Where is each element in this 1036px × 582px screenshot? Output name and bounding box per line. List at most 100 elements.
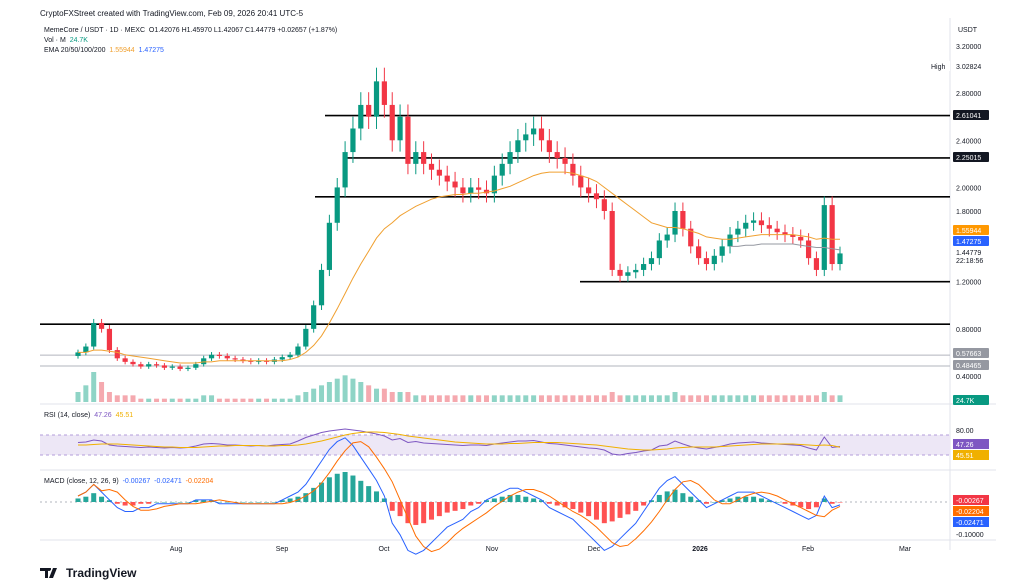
macd-histogram-bar bbox=[837, 502, 843, 503]
volume-bar bbox=[727, 395, 733, 402]
volume-bar bbox=[483, 395, 489, 402]
price-axis-tag bbox=[953, 360, 989, 370]
ema-long-line bbox=[730, 243, 841, 251]
y-tick-label: 1.80000 bbox=[956, 209, 981, 216]
volume-bar bbox=[460, 395, 466, 402]
macd-histogram-bar bbox=[483, 500, 489, 502]
macd-histogram-bar bbox=[672, 489, 678, 502]
y-tick-label: 1.20000 bbox=[956, 280, 981, 287]
macd-histogram-bar bbox=[727, 498, 733, 502]
volume-bar bbox=[648, 395, 654, 402]
rsi-tick-label: 80.00 bbox=[956, 428, 974, 435]
macd-histogram-bar bbox=[444, 502, 450, 513]
volume-bar bbox=[83, 385, 89, 402]
volume-bar bbox=[538, 395, 544, 402]
macd-histogram-bar bbox=[617, 502, 623, 518]
candle-body bbox=[821, 205, 827, 270]
price-axis-tag-value: 1.44779 bbox=[956, 250, 981, 257]
volume-bar bbox=[405, 392, 411, 402]
volume-bar bbox=[696, 395, 702, 402]
volume-bar bbox=[593, 395, 599, 402]
volume-bar bbox=[499, 395, 505, 402]
candle-body bbox=[664, 234, 670, 241]
volume-bar bbox=[491, 395, 497, 402]
candle-body bbox=[719, 246, 725, 256]
macd-histogram-bar bbox=[625, 502, 631, 515]
tradingview-logo[interactable]: TradingView bbox=[40, 566, 136, 580]
volume-bar bbox=[138, 398, 144, 402]
volume-bar bbox=[782, 395, 788, 402]
macd-axis-tag bbox=[953, 506, 989, 516]
candle-body bbox=[373, 81, 380, 117]
candle-body bbox=[436, 169, 442, 176]
macd-axis-tag bbox=[953, 495, 989, 505]
candle-body bbox=[507, 152, 513, 164]
volume-bar bbox=[91, 372, 97, 402]
macd-histogram-bar bbox=[468, 502, 474, 506]
candle-body bbox=[452, 181, 458, 188]
candle-body bbox=[468, 187, 474, 194]
candle-body bbox=[138, 364, 144, 367]
price-axis-tag bbox=[953, 61, 989, 71]
macd-histogram-bar bbox=[774, 502, 780, 503]
volume-bar bbox=[240, 398, 246, 402]
volume-bar bbox=[468, 395, 474, 402]
volume-bar bbox=[334, 378, 340, 402]
macd-histogram-bar bbox=[287, 498, 293, 502]
macd-histogram-bar bbox=[146, 502, 152, 504]
price-axis-tag bbox=[953, 152, 989, 162]
candle-body bbox=[366, 104, 372, 117]
volume-bar bbox=[256, 398, 262, 402]
macd-histogram-bar bbox=[562, 502, 568, 508]
macd-value-2: -0.02471 bbox=[154, 478, 182, 485]
volume-bar bbox=[201, 395, 207, 402]
price-axis-tag-value: 0.48465 bbox=[956, 363, 981, 370]
volume-bar bbox=[774, 395, 780, 402]
volume-bar bbox=[758, 395, 764, 402]
macd-legend: MACD (close, 12, 26, 9) -0.00267 -0.0247… bbox=[44, 478, 213, 485]
candle-body bbox=[232, 358, 238, 360]
candle-body bbox=[98, 322, 105, 329]
volume-bar bbox=[743, 395, 749, 402]
rsi-ma-value: 45.51 bbox=[115, 412, 134, 419]
macd-histogram-bar bbox=[91, 493, 97, 502]
candle-body bbox=[578, 175, 584, 188]
candle-body bbox=[405, 116, 411, 164]
macd-histogram-bar bbox=[342, 472, 348, 502]
candle-body bbox=[334, 187, 340, 223]
volume-bar bbox=[358, 382, 364, 402]
rsi-band bbox=[40, 435, 950, 455]
macd-histogram-bar bbox=[83, 496, 89, 502]
volume-bar bbox=[617, 395, 623, 402]
volume-bar bbox=[106, 392, 112, 402]
macd-histogram-bar bbox=[641, 502, 647, 506]
candle-body bbox=[491, 175, 497, 194]
candle-body bbox=[350, 128, 356, 153]
candle-body bbox=[75, 352, 81, 356]
candle-body bbox=[295, 346, 301, 355]
rsi-axis-tag-value: 45.51 bbox=[956, 453, 974, 460]
candle-body bbox=[766, 225, 772, 229]
candle-body bbox=[146, 364, 152, 367]
macd-histogram-bar bbox=[334, 473, 340, 502]
macd-histogram-bar bbox=[389, 502, 395, 511]
volume-bar bbox=[216, 398, 222, 402]
macd-histogram-bar bbox=[216, 502, 222, 503]
candle-body bbox=[83, 346, 89, 353]
candle-body bbox=[185, 367, 191, 369]
macd-histogram-bar bbox=[256, 502, 262, 503]
macd-histogram-bar bbox=[177, 502, 183, 503]
candle-body bbox=[208, 354, 215, 359]
high-tag-bg bbox=[928, 61, 950, 71]
macd-histogram-bar bbox=[554, 502, 560, 506]
price-axis-tag-value: 22:18:56 bbox=[956, 258, 983, 265]
candle-body bbox=[342, 152, 348, 188]
candle-body bbox=[240, 359, 246, 361]
candle-body bbox=[837, 253, 843, 265]
volume-bar bbox=[806, 395, 812, 402]
volume-bar bbox=[672, 392, 678, 402]
volume-bar bbox=[122, 395, 128, 402]
macd-histogram-bar bbox=[240, 502, 246, 503]
macd-histogram-bar bbox=[743, 496, 749, 502]
